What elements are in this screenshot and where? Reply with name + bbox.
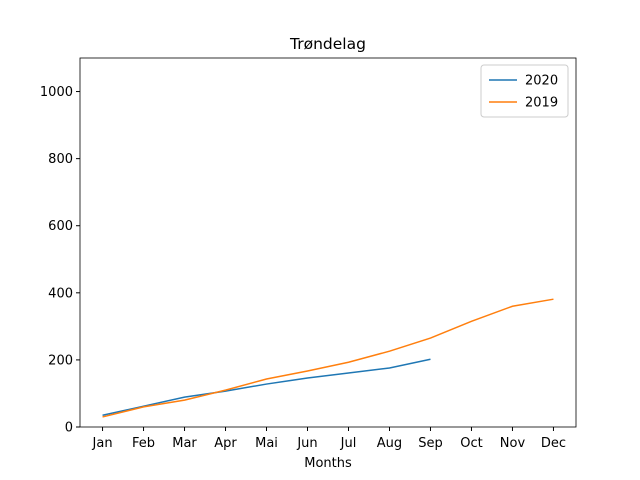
y-tick-label: 600 [48, 219, 73, 234]
y-tick-label: 1000 [40, 85, 73, 100]
plot-frame [79, 57, 577, 428]
x-tick-label: Apr [214, 436, 237, 451]
legend-label: 2019 [525, 96, 558, 111]
y-tick-label: 0 [65, 421, 73, 436]
x-tick-label: Jul [340, 436, 357, 451]
legend-label: 2020 [525, 74, 558, 89]
x-tick-label: Jun [296, 436, 317, 451]
x-axis-label: Months [304, 456, 352, 471]
legend-box [480, 64, 569, 118]
line-series [102, 298, 554, 418]
line-series [102, 358, 431, 416]
chart-title: Trøndelag [289, 35, 366, 53]
y-tick-label: 800 [48, 152, 73, 167]
x-tick-label: Jan [92, 436, 113, 451]
x-tick-label: Nov [500, 436, 526, 451]
x-tick-label: Dec [541, 436, 566, 451]
x-tick-label: Sep [418, 436, 443, 451]
y-tick-label: 400 [48, 286, 73, 301]
x-tick-label: Mai [255, 436, 278, 451]
x-tick-label: Oct [460, 436, 482, 451]
x-tick-label: Mar [172, 436, 197, 451]
x-tick-label: Aug [377, 436, 402, 451]
y-tick-label: 200 [48, 353, 73, 368]
x-tick-label: Feb [132, 436, 155, 451]
